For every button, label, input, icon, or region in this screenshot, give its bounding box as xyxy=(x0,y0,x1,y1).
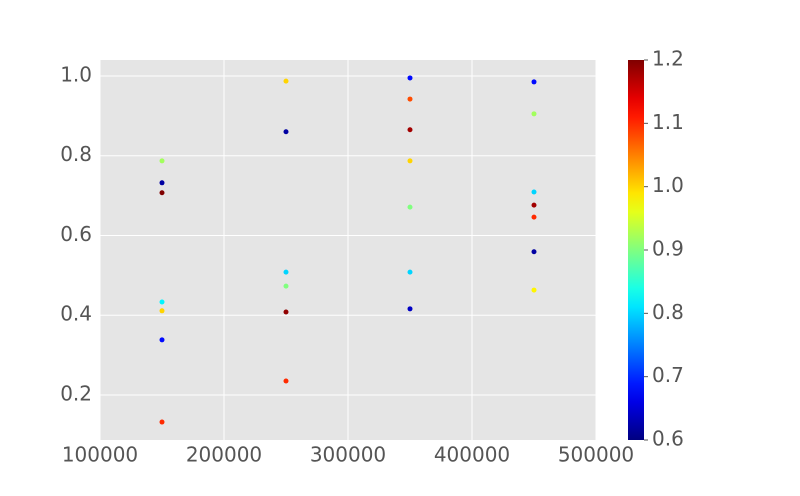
colorbar-tick-label: 0.7 xyxy=(652,363,684,387)
scatter-point xyxy=(159,337,165,343)
x-tick-label: 100000 xyxy=(62,443,138,467)
scatter-point xyxy=(531,287,537,293)
scatter-point xyxy=(531,214,537,220)
scatter-point xyxy=(159,180,165,186)
y-tick-label: 1.0 xyxy=(60,62,92,86)
scatter-point xyxy=(407,127,413,133)
colorbar-tick-label: 1.1 xyxy=(652,110,684,134)
colorbar-tick-label: 0.8 xyxy=(652,300,684,324)
scatter-point xyxy=(407,306,413,312)
y-tick-label: 0.6 xyxy=(60,222,92,246)
colorbar-tick-label: 1.2 xyxy=(652,47,684,71)
scatter-point xyxy=(407,75,413,81)
colorbar-tick-label: 0.9 xyxy=(652,237,684,261)
scatter-point xyxy=(531,249,537,255)
x-tick-label: 200000 xyxy=(186,443,262,467)
scatter-point xyxy=(159,158,165,164)
scatter-point xyxy=(283,378,289,384)
scatter-point xyxy=(283,269,289,275)
scatter-point xyxy=(531,202,537,208)
x-tick-label: 400000 xyxy=(434,443,510,467)
scatter-point xyxy=(283,78,289,84)
x-tick-label: 300000 xyxy=(310,443,386,467)
scatter-point xyxy=(159,190,165,196)
scatter-point xyxy=(159,308,165,314)
x-tick-label: 500000 xyxy=(558,443,634,467)
scatter-point xyxy=(159,419,165,425)
scatter-point xyxy=(531,79,537,85)
scatter-point xyxy=(407,96,413,102)
scatter-point xyxy=(283,129,289,135)
scatter-point xyxy=(407,158,413,164)
scatter-point xyxy=(531,111,537,117)
y-tick-label: 0.2 xyxy=(60,381,92,405)
y-tick-label: 0.8 xyxy=(60,142,92,166)
scatter-point xyxy=(407,204,413,210)
scatter-point xyxy=(283,309,289,315)
scatter-point xyxy=(407,269,413,275)
scatter-point xyxy=(531,189,537,195)
y-tick-label: 0.4 xyxy=(60,302,92,326)
scatter-point xyxy=(283,283,289,289)
colorbar-tick-label: 0.6 xyxy=(652,427,684,451)
colorbar-tick-label: 1.0 xyxy=(652,173,684,197)
colorbar xyxy=(628,60,644,440)
scatter-point xyxy=(159,299,165,305)
